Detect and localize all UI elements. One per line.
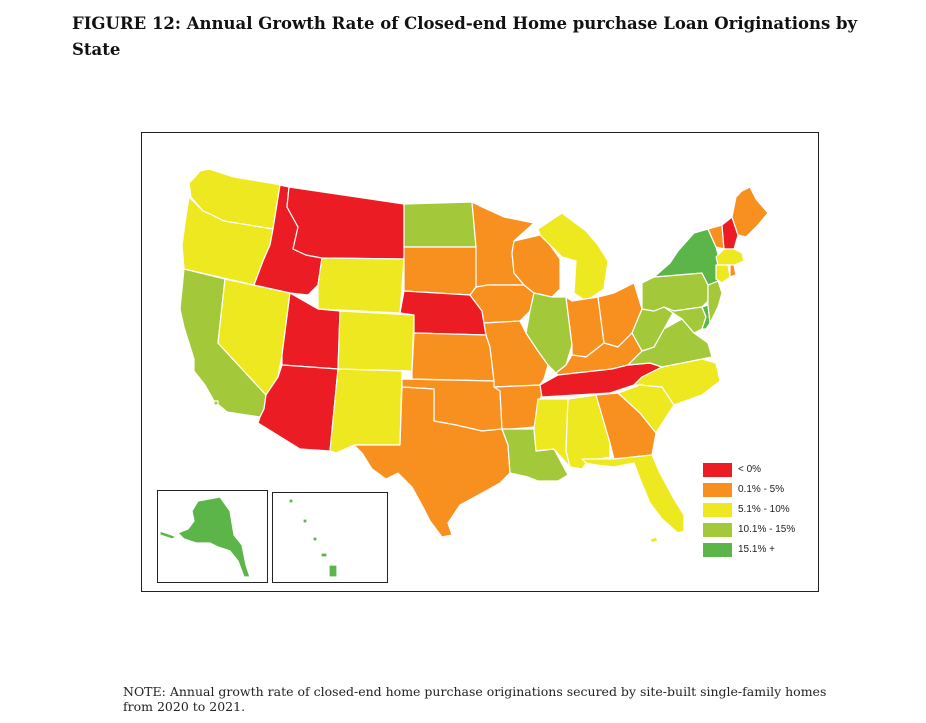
legend-label: 5.1% - 10% bbox=[738, 504, 790, 515]
legend-item: 15.1% + bbox=[703, 543, 813, 559]
alaska-map bbox=[159, 496, 251, 578]
legend-swatch bbox=[703, 523, 732, 537]
state-MO bbox=[483, 320, 549, 388]
state-MA bbox=[715, 248, 745, 266]
legend-label: 0.1% - 5% bbox=[738, 484, 785, 495]
state-NM bbox=[329, 368, 403, 454]
figure-title: FIGURE 12: Annual Growth Rate of Closed-… bbox=[72, 14, 858, 59]
hawaii-inset bbox=[272, 492, 388, 583]
legend-swatch bbox=[703, 463, 732, 477]
hawaii-map bbox=[288, 498, 338, 578]
state-MT bbox=[286, 186, 405, 260]
alaska-inset bbox=[157, 490, 268, 583]
state-ND bbox=[403, 201, 477, 248]
state-WY bbox=[317, 257, 405, 314]
legend-swatch bbox=[703, 543, 732, 557]
legend-label: 15.1% + bbox=[738, 544, 775, 555]
state-HI-5 bbox=[328, 564, 338, 578]
state-HI-1 bbox=[288, 498, 294, 504]
state-NJ bbox=[707, 280, 723, 324]
state-CT bbox=[715, 264, 731, 284]
state-IA bbox=[469, 284, 535, 324]
state-CA-islands bbox=[213, 400, 219, 406]
figure-note: NOTE: Annual growth rate of closed-end h… bbox=[123, 684, 827, 714]
legend-item: < 0% bbox=[703, 463, 813, 479]
legend-item: 10.1% - 15% bbox=[703, 523, 813, 539]
state-HI-4 bbox=[320, 552, 328, 558]
legend-label: 10.1% - 15% bbox=[738, 524, 796, 535]
state-AK bbox=[177, 496, 251, 578]
state-CO bbox=[337, 310, 415, 372]
state-HI-2 bbox=[302, 518, 308, 524]
state-HI-3 bbox=[312, 536, 318, 542]
state-SD bbox=[403, 246, 477, 296]
legend-item: 5.1% - 10% bbox=[703, 503, 813, 519]
state-FL bbox=[581, 454, 685, 534]
legend-swatch bbox=[703, 503, 732, 517]
state-NH bbox=[721, 216, 739, 250]
map-frame: < 0% 0.1% - 5% 5.1% - 10% 10.1% - 15% 15… bbox=[141, 132, 819, 592]
legend-label: < 0% bbox=[738, 464, 762, 475]
state-PA bbox=[641, 272, 709, 312]
state-KS bbox=[411, 332, 495, 382]
state-FL-keys bbox=[649, 536, 659, 544]
legend-item: 0.1% - 5% bbox=[703, 483, 813, 499]
state-RI bbox=[729, 264, 737, 278]
state-AK-chain bbox=[159, 530, 177, 540]
state-NC bbox=[633, 358, 721, 406]
state-ME bbox=[731, 186, 769, 238]
us-map bbox=[179, 168, 769, 544]
state-TX bbox=[353, 386, 511, 538]
legend-swatch bbox=[703, 483, 732, 497]
